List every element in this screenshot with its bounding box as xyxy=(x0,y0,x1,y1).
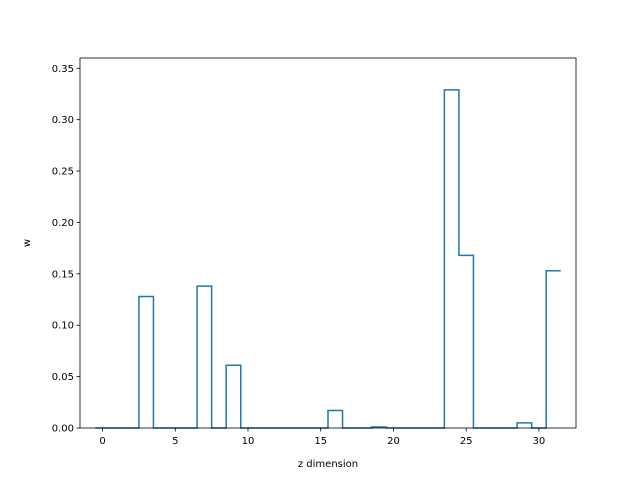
bar-7 xyxy=(197,286,212,428)
y-tick-label: 0.30 xyxy=(52,115,74,126)
y-axis-ticks: 0.00 0.05 0.10 0.15 0.20 0.25 0.30 0.35 xyxy=(52,64,80,435)
y-tick-label: 0.25 xyxy=(52,167,74,178)
plot-area xyxy=(95,89,561,429)
x-tick-label: 30 xyxy=(533,436,546,447)
bar-24 xyxy=(444,90,459,428)
y-tick-label: 0.35 xyxy=(52,64,74,75)
x-axis-ticks: 0 5 10 15 20 25 30 xyxy=(99,428,545,447)
y-axis-label: w xyxy=(22,239,33,247)
bar-16 xyxy=(328,411,343,428)
y-tick-label: 0.20 xyxy=(52,218,74,229)
bar-9 xyxy=(226,365,241,428)
bar-29 xyxy=(517,423,532,428)
y-tick-label: 0.15 xyxy=(52,269,74,280)
x-tick-label: 5 xyxy=(172,436,178,447)
x-tick-label: 20 xyxy=(387,436,400,447)
series-step-line xyxy=(95,89,561,429)
x-tick-label: 10 xyxy=(242,436,255,447)
plot-frame xyxy=(79,57,577,429)
y-tick-label: 0.10 xyxy=(52,321,74,332)
x-tick-label: 15 xyxy=(314,436,327,447)
y-tick-label: 0.05 xyxy=(52,372,74,383)
x-axis-label: z dimension xyxy=(298,459,358,470)
bar-3 xyxy=(139,296,154,428)
y-tick-label: 0.00 xyxy=(52,424,74,435)
x-tick-label: 25 xyxy=(460,436,473,447)
x-tick-label: 0 xyxy=(99,436,105,447)
bar-25 xyxy=(459,255,474,428)
bar-31 xyxy=(546,271,561,428)
